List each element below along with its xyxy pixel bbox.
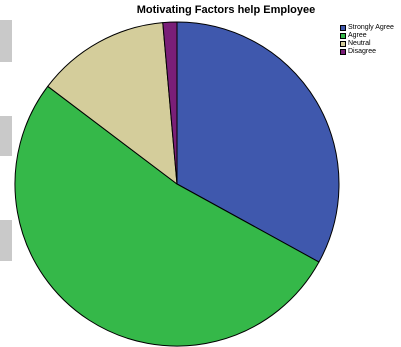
- legend-label-disagree: Disagree: [348, 48, 377, 55]
- legend-item-disagree: Disagree: [340, 48, 394, 56]
- left-tab-1: [0, 20, 12, 62]
- chart-title: Motivating Factors help Employee: [136, 4, 316, 16]
- legend: Strongly Agree Agree Neutral Disagree: [340, 24, 394, 56]
- pie-slice-neutral: [47, 22, 178, 185]
- legend-swatch-agree: [340, 33, 346, 39]
- left-tab-3: [0, 220, 12, 261]
- legend-label-agree: Agree: [348, 32, 367, 39]
- legend-swatch-strongly-agree: [340, 25, 346, 31]
- legend-item-strongly-agree: Strongly Agree: [340, 24, 394, 32]
- pie-slice-strongly-agree: [176, 21, 340, 263]
- legend-label-neutral: Neutral: [348, 40, 371, 47]
- legend-swatch-disagree: [340, 49, 346, 55]
- legend-item-agree: Agree: [340, 32, 394, 40]
- legend-swatch-neutral: [340, 41, 346, 47]
- pie-slice-agree: [14, 85, 320, 347]
- legend-item-neutral: Neutral: [340, 40, 394, 48]
- pie-slice-disagree: [162, 21, 178, 185]
- legend-label-strongly-agree: Strongly Agree: [348, 24, 394, 31]
- left-tab-2: [0, 116, 12, 156]
